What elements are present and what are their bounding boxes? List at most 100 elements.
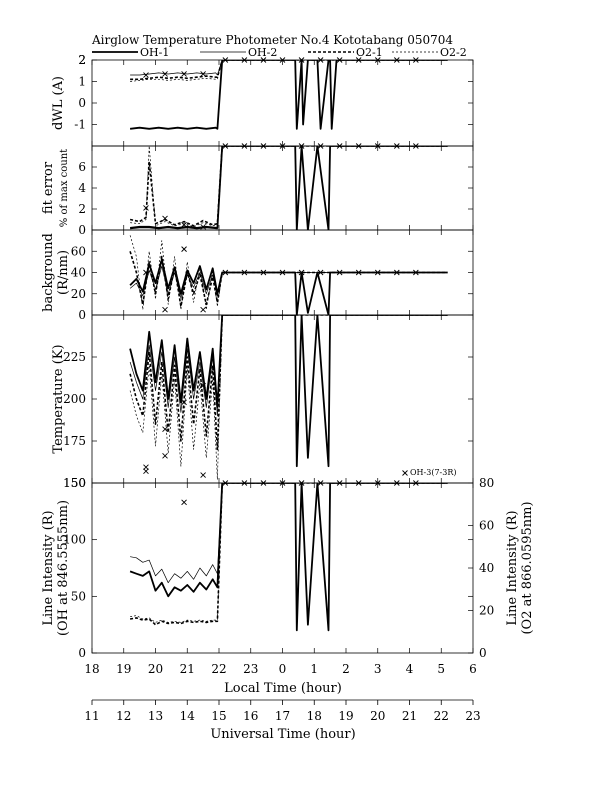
y-tick-label: 0 [78,308,86,322]
y-right-axis-sublabel: (O2 at 866.0595nm) [520,501,535,634]
x-axis-label-local-time: Local Time (hour) [224,681,342,696]
x-tick-label-local: 20 [148,662,163,676]
y-right-tick-label: 80 [479,476,494,490]
x-marker [336,57,343,63]
x-tick-label-universal: 16 [243,709,258,723]
x-tick-label-local: 23 [243,662,258,676]
x-marker [374,269,381,276]
series-line-oh-2 [130,483,448,584]
y-right-tick-label: 40 [479,561,494,575]
series-line-oh-2 [130,60,448,76]
x-tick-label-local: 6 [469,662,477,676]
x-marker [374,143,381,149]
x-marker [336,480,343,486]
x-marker [143,205,149,211]
y-axis-label: dWL (A) [51,76,66,130]
panel-fit-error: 0 2 4 6 fit error% of max count [41,143,474,237]
y-axis-label: Temperature (K) [51,344,66,453]
series-line-o2-2 [129,315,448,480]
oh3-annotation: OH-3(7-3R) [410,468,456,477]
y-axis-label: background [41,233,56,312]
x-marker [241,269,248,276]
x-marker [374,480,381,486]
y-axis-sublabel: (R/nm) [56,250,71,295]
x-marker [413,480,419,486]
y-axis-sublabel: % of max count [59,149,70,227]
y-right-axis-label: Line Intensity (R) [505,510,520,625]
y-tick-label: 60 [71,244,86,258]
x-marker [393,480,400,486]
x-tick-label-universal: 18 [307,709,322,723]
x-tick-label-universal: 20 [370,709,385,723]
x-marker [200,472,206,478]
x-marker [336,143,343,149]
x-marker [162,452,168,459]
y-right-tick-label: 20 [479,604,494,618]
x-tick-label-local: 22 [211,662,226,676]
x-tick-label-universal: 21 [402,709,417,723]
series-line-oh-1 [129,60,448,130]
x-marker [241,57,248,63]
legend-label-o2-1: O2-1 [356,46,383,59]
panel-background: 0 20 40 60 background (R/nm) [41,229,474,322]
x-tick-label-local: 21 [180,662,195,676]
x-marker [181,71,187,77]
x-marker [298,57,305,63]
series-line-o2-2 [130,483,448,623]
series-line-oh-1 [129,258,448,315]
x-marker [279,269,286,276]
y-tick-label: 0 [78,646,86,660]
series-line-o2-2 [130,60,448,82]
x-marker [200,224,206,230]
y-tick-label: 1 [78,75,86,89]
x-marker [162,215,168,222]
y-tick-label: 50 [71,589,86,603]
x-marker [241,143,248,149]
x-tick-label-local: 0 [279,662,287,676]
x-tick-label-universal: 17 [275,709,290,723]
y-axis-label: Line Intensity (R) [41,510,56,625]
chart-title-group: Airglow Temperature Photometer No.4 Koto… [91,33,453,47]
series-group [129,235,448,315]
x-marker [143,269,149,276]
x-tick-label-universal: 14 [180,709,196,723]
legend-label-o2-2: O2-2 [440,46,467,59]
x-marker [298,269,305,276]
y-tick-label: 175 [63,434,86,448]
x-marker [413,143,419,149]
x-tick-label-local: 2 [342,662,350,676]
x-marker [181,221,187,228]
panel-frame [91,482,474,654]
y-tick-label: 4 [78,181,86,195]
y-tick-label: 20 [71,287,86,301]
x-marker [317,57,324,63]
x-tick-label-local: 19 [116,662,131,676]
x-marker [200,382,206,389]
x-marker [200,71,206,77]
x-tick-label-universal: 11 [84,709,99,723]
y-right-tick-label: 60 [479,519,494,533]
x-marker [374,57,381,63]
x-marker [317,143,324,149]
series-line-o2-1 [129,315,448,451]
legend-label-oh-2: OH-2 [248,46,277,59]
x-marker [279,57,286,63]
x-marker [317,269,324,276]
series-line-o2-1 [129,483,448,626]
series-line-o2-2 [129,235,448,311]
x-marker [393,143,400,149]
x-axes: Local Time (hour) Universal Time (hour) … [84,662,480,742]
x-tick-label-universal: 15 [211,709,226,723]
series-line-oh-2 [130,146,448,230]
panel-frame [91,59,474,147]
x-marker [260,480,267,486]
series-line-o2-2 [130,146,448,228]
x-marker [162,306,168,313]
x-marker [336,269,343,276]
x-marker [413,269,419,276]
x-tick-label-local: 4 [406,662,414,676]
